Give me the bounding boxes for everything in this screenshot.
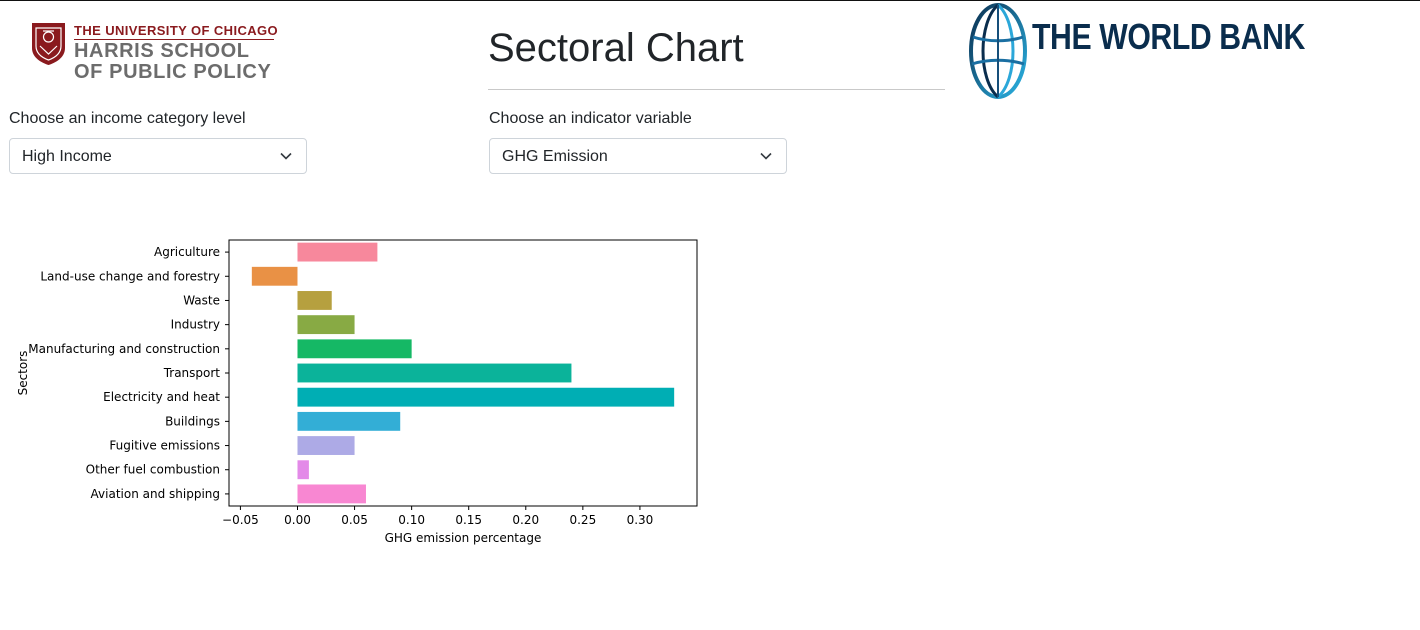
uchicago-wordmark: THE UNIVERSITY OF CHICAGO — [74, 23, 279, 38]
x-axis-ticks: −0.05 0.00 0.05 0.10 0.15 0.20 0.25 0.30 — [222, 506, 653, 527]
page-title: Sectoral Chart — [488, 26, 744, 70]
bar-electricity-and-heat — [297, 387, 675, 407]
bar-buildings — [297, 411, 401, 431]
indicator-variable-selected-value: GHG Emission — [502, 148, 608, 165]
y-tick-label: Agriculture — [154, 245, 220, 259]
harris-wordmark-line2: OF PUBLIC POLICY — [74, 61, 272, 83]
x-tick-label: 0.10 — [398, 513, 425, 527]
bar-transport — [297, 363, 572, 383]
chevron-down-icon — [280, 152, 292, 160]
bar-waste — [297, 291, 332, 310]
y-tick-label: Other fuel combustion — [86, 463, 220, 477]
y-tick-label: Industry — [171, 318, 220, 332]
y-tick-label: Manufacturing and construction — [28, 342, 220, 356]
income-category-dropdown[interactable]: High Income — [9, 138, 307, 174]
indicator-variable-dropdown[interactable]: GHG Emission — [489, 138, 787, 174]
income-category-label: Choose an income category level — [9, 110, 246, 127]
x-tick-label: 0.00 — [284, 513, 311, 527]
y-tick-label: Land-use change and forestry — [40, 269, 220, 283]
bar-fugitive-emissions — [297, 436, 355, 455]
world-bank-wordmark: THE WORLD BANK — [1032, 16, 1305, 57]
sectoral-bar-chart: Agriculture Land-use change and forestry W… — [16, 239, 698, 545]
top-border — [0, 0, 1420, 1]
x-tick-label: 0.05 — [341, 513, 368, 527]
bar-series — [251, 242, 675, 504]
y-axis-ticks: Agriculture Land-use change and forestry W… — [28, 245, 229, 501]
x-tick-label: 0.20 — [512, 513, 539, 527]
chevron-down-icon — [760, 152, 772, 160]
y-tick-label: Waste — [183, 293, 220, 307]
x-tick-label: 0.30 — [627, 513, 654, 527]
x-tick-label: −0.05 — [222, 513, 259, 527]
y-tick-label: Transport — [163, 366, 221, 380]
world-bank-globe-icon — [969, 3, 1027, 99]
title-divider — [488, 89, 945, 90]
bar-industry — [297, 315, 355, 335]
bar-agriculture — [297, 242, 378, 262]
bar-other-fuel-combustion — [297, 460, 309, 480]
uchicago-shield-icon — [32, 23, 65, 65]
y-tick-label: Buildings — [165, 414, 220, 428]
income-category-selected-value: High Income — [22, 148, 112, 165]
bar-land-use-change-and-forestry — [251, 266, 298, 286]
y-tick-label: Electricity and heat — [103, 390, 220, 404]
x-axis-label: GHG emission percentage — [385, 531, 542, 545]
y-axis-label: Sectors — [16, 351, 30, 396]
y-tick-label: Aviation and shipping — [91, 487, 220, 501]
harris-school-logo: THE UNIVERSITY OF CHICAGO HARRIS SCHOOL … — [31, 22, 281, 84]
bar-aviation-and-shipping — [297, 484, 366, 504]
harris-wordmark-line1: HARRIS SCHOOL — [74, 40, 250, 62]
logo-divider — [74, 39, 274, 40]
x-tick-label: 0.25 — [569, 513, 596, 527]
indicator-variable-label: Choose an indicator variable — [489, 110, 692, 127]
y-tick-label: Fugitive emissions — [109, 439, 220, 453]
x-tick-label: 0.15 — [455, 513, 482, 527]
world-bank-logo: THE WORLD BANK — [968, 2, 1305, 102]
bar-manufacturing-and-construction — [297, 339, 412, 359]
